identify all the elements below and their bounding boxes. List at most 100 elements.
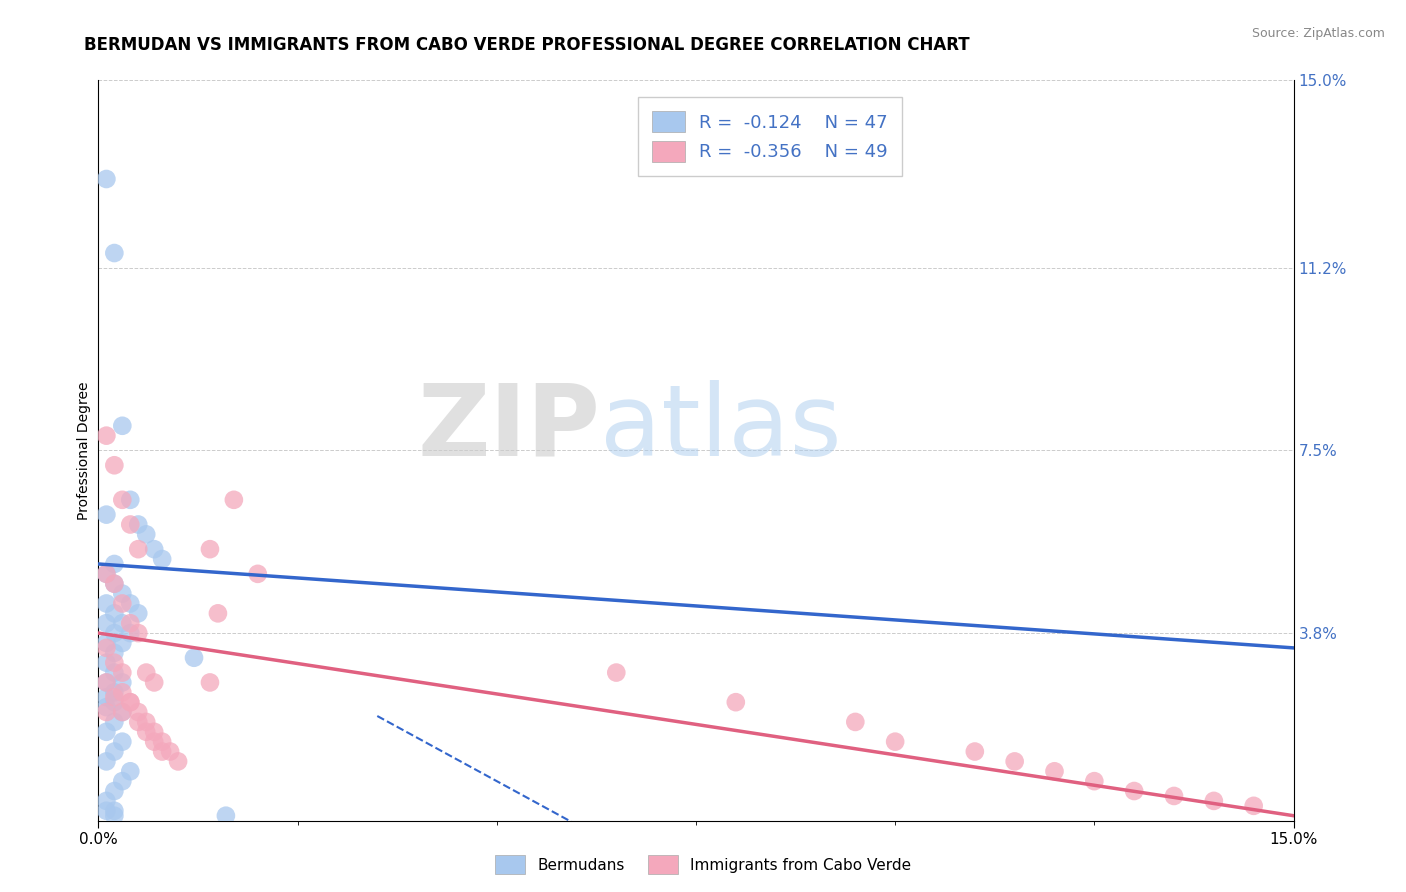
Point <box>103 557 125 571</box>
Point <box>111 734 134 748</box>
Point <box>96 566 118 581</box>
Point <box>127 705 149 719</box>
Point <box>143 734 166 748</box>
Point <box>96 640 118 655</box>
Point <box>127 517 149 532</box>
Point <box>963 745 986 759</box>
Point <box>96 566 118 581</box>
Point <box>103 784 125 798</box>
Point <box>96 804 118 818</box>
Point <box>143 542 166 557</box>
Point <box>120 626 142 640</box>
Point <box>159 745 181 759</box>
Point <box>103 714 125 729</box>
Point <box>1163 789 1185 803</box>
Point <box>96 724 118 739</box>
Point <box>1202 794 1225 808</box>
Text: BERMUDAN VS IMMIGRANTS FROM CABO VERDE PROFESSIONAL DEGREE CORRELATION CHART: BERMUDAN VS IMMIGRANTS FROM CABO VERDE P… <box>84 36 970 54</box>
Point <box>103 576 125 591</box>
Legend: Bermudans, Immigrants from Cabo Verde: Bermudans, Immigrants from Cabo Verde <box>488 849 918 880</box>
Point <box>167 755 190 769</box>
Point <box>120 597 142 611</box>
Point <box>103 745 125 759</box>
Point <box>120 517 142 532</box>
Point <box>111 685 134 699</box>
Point <box>127 626 149 640</box>
Point <box>1243 798 1265 813</box>
Point <box>96 597 118 611</box>
Text: ZIP: ZIP <box>418 380 600 476</box>
Point <box>127 607 149 621</box>
Point <box>96 794 118 808</box>
Point <box>150 552 173 566</box>
Point <box>127 542 149 557</box>
Point <box>207 607 229 621</box>
Point <box>111 705 134 719</box>
Point <box>103 576 125 591</box>
Point <box>103 804 125 818</box>
Point <box>111 675 134 690</box>
Point <box>222 492 245 507</box>
Point <box>111 665 134 680</box>
Point <box>103 808 125 822</box>
Point <box>150 745 173 759</box>
Point <box>103 607 125 621</box>
Point <box>96 636 118 650</box>
Point <box>135 665 157 680</box>
Point <box>605 665 627 680</box>
Point <box>120 695 142 709</box>
Point <box>127 714 149 729</box>
Point <box>246 566 269 581</box>
Point <box>198 542 221 557</box>
Point <box>96 675 118 690</box>
Point <box>1123 784 1146 798</box>
Text: Source: ZipAtlas.com: Source: ZipAtlas.com <box>1251 27 1385 40</box>
Legend: R =  -0.124    N = 47, R =  -0.356    N = 49: R = -0.124 N = 47, R = -0.356 N = 49 <box>637 96 903 177</box>
Point <box>120 764 142 779</box>
Point <box>103 656 125 670</box>
Text: atlas: atlas <box>600 380 842 476</box>
Point <box>143 724 166 739</box>
Point <box>111 705 134 719</box>
Point <box>96 508 118 522</box>
Point <box>135 527 157 541</box>
Point <box>103 665 125 680</box>
Point <box>198 675 221 690</box>
Point <box>844 714 866 729</box>
Point <box>111 418 134 433</box>
Point <box>96 428 118 442</box>
Point <box>724 695 747 709</box>
Point <box>120 616 142 631</box>
Point <box>103 646 125 660</box>
Point <box>96 675 118 690</box>
Point <box>103 695 125 709</box>
Point <box>103 626 125 640</box>
Point <box>111 492 134 507</box>
Point <box>96 700 118 714</box>
Point <box>103 246 125 260</box>
Point <box>96 172 118 186</box>
Point <box>135 724 157 739</box>
Point <box>103 685 125 699</box>
Point <box>96 616 118 631</box>
Point <box>215 808 238 822</box>
Point <box>1004 755 1026 769</box>
Point <box>111 597 134 611</box>
Point <box>96 755 118 769</box>
Point <box>111 586 134 600</box>
Point <box>103 690 125 705</box>
Point <box>183 650 205 665</box>
Point <box>111 636 134 650</box>
Y-axis label: Professional Degree: Professional Degree <box>77 381 91 520</box>
Point <box>96 690 118 705</box>
Point <box>120 695 142 709</box>
Point <box>884 734 907 748</box>
Point <box>111 616 134 631</box>
Point <box>150 734 173 748</box>
Point <box>143 675 166 690</box>
Point <box>1043 764 1066 779</box>
Point <box>135 714 157 729</box>
Point <box>103 458 125 473</box>
Point <box>120 492 142 507</box>
Point <box>111 774 134 789</box>
